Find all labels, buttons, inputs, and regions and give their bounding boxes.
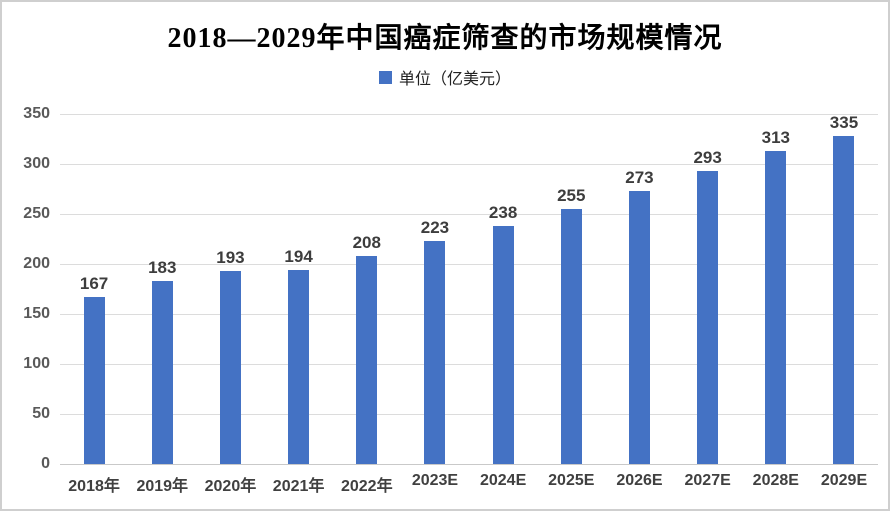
bar — [697, 171, 719, 464]
bar — [833, 136, 855, 464]
x-axis-labels: 2018年 2019年 2020年 2021年 2022年 2023E 2024E 2025E… — [60, 472, 878, 496]
gridline-0 — [60, 464, 878, 465]
bar — [424, 241, 446, 464]
bar-slot-2029E: 335 — [810, 114, 878, 464]
bar-slot-2024E: 238 — [469, 114, 537, 464]
gridline-150 — [60, 314, 878, 315]
bar — [288, 270, 310, 464]
bar-data-label: 194 — [284, 247, 313, 266]
bar — [83, 297, 105, 464]
y-tick-label-100: 100 — [23, 355, 50, 372]
bar-slot-2026E: 273 — [605, 114, 673, 464]
x-tick-label-2025E: 2025E — [548, 472, 595, 489]
x-tick-label-2028E: 2028E — [752, 472, 799, 489]
x-tick-label-2020年: 2020年 — [204, 478, 257, 495]
bar-data-label: 223 — [420, 218, 450, 237]
bar — [219, 271, 241, 464]
x-tick-label-2024E: 2024E — [479, 472, 527, 489]
bar-slot-2018年: 167 — [60, 114, 128, 464]
bar — [356, 256, 378, 464]
x-tick-label-2021年: 2021年 — [272, 478, 325, 495]
bar-data-label: 273 — [625, 168, 654, 187]
x-tick-label-2026E: 2026E — [616, 472, 663, 489]
legend-label: 单位（亿美元） — [398, 71, 511, 88]
gridline-250 — [60, 214, 878, 215]
y-tick-label-300: 300 — [23, 155, 50, 172]
y-tick-label-50: 50 — [32, 405, 50, 422]
bar-slot-2021年: 194 — [265, 114, 333, 464]
bar — [151, 281, 173, 464]
bar-slot-2023E: 223 — [401, 114, 469, 464]
bar-slot-2019年: 183 — [128, 114, 196, 464]
x-tick-label-2029E: 2029E — [820, 472, 868, 489]
bar-data-label: 193 — [216, 248, 245, 267]
bar-series: 167 183 193 194 208 223 238 255 273 293 313 335 — [60, 114, 878, 464]
y-tick-label-150: 150 — [23, 305, 50, 322]
y-tick-label-200: 200 — [23, 255, 50, 272]
bar-slot-2028E: 313 — [742, 114, 810, 464]
y-tick-label-0: 0 — [41, 455, 50, 472]
bar-slot-2027E: 293 — [674, 114, 742, 464]
legend: 单位（亿美元） — [2, 65, 888, 89]
bar-data-label: 293 — [693, 148, 722, 167]
bar — [492, 226, 514, 464]
chart-title: 2018—2029年中国癌症筛查的市场规模情况 — [167, 23, 723, 54]
bar-slot-2025E: 255 — [537, 114, 605, 464]
gridline-200 — [60, 264, 878, 265]
x-tick-label-2019年: 2019年 — [136, 478, 189, 495]
plot-area: 0 50 100 150 200 250 300 350 167 183 193 194 208 223… — [23, 105, 878, 472]
legend-swatch-icon — [378, 70, 392, 84]
bar — [628, 191, 650, 464]
x-tick-label-2027E: 2027E — [684, 472, 731, 489]
gridline-100 — [60, 364, 878, 365]
bar-data-label: 335 — [829, 113, 859, 132]
bar-data-label: 238 — [488, 203, 518, 222]
bar-data-label: 167 — [79, 274, 109, 293]
gridline-50 — [60, 414, 878, 415]
gridline-300 — [60, 164, 878, 165]
x-tick-label-2022年: 2022年 — [340, 478, 393, 495]
gridline-350 — [60, 114, 878, 115]
bar-data-label: 208 — [352, 233, 381, 252]
bar — [560, 209, 582, 464]
bar-slot-2022年: 208 — [333, 114, 401, 464]
bar-data-label: 255 — [557, 186, 586, 206]
y-tick-label-350: 350 — [23, 105, 50, 122]
bar — [765, 151, 787, 464]
bar-data-label: 313 — [761, 128, 790, 147]
x-tick-label-2023E: 2023E — [411, 472, 459, 489]
x-tick-label-2018年: 2018年 — [68, 478, 120, 495]
bar-data-label: 183 — [148, 258, 177, 277]
y-tick-label-250: 250 — [23, 205, 50, 222]
bar-slot-2020年: 193 — [196, 114, 264, 464]
